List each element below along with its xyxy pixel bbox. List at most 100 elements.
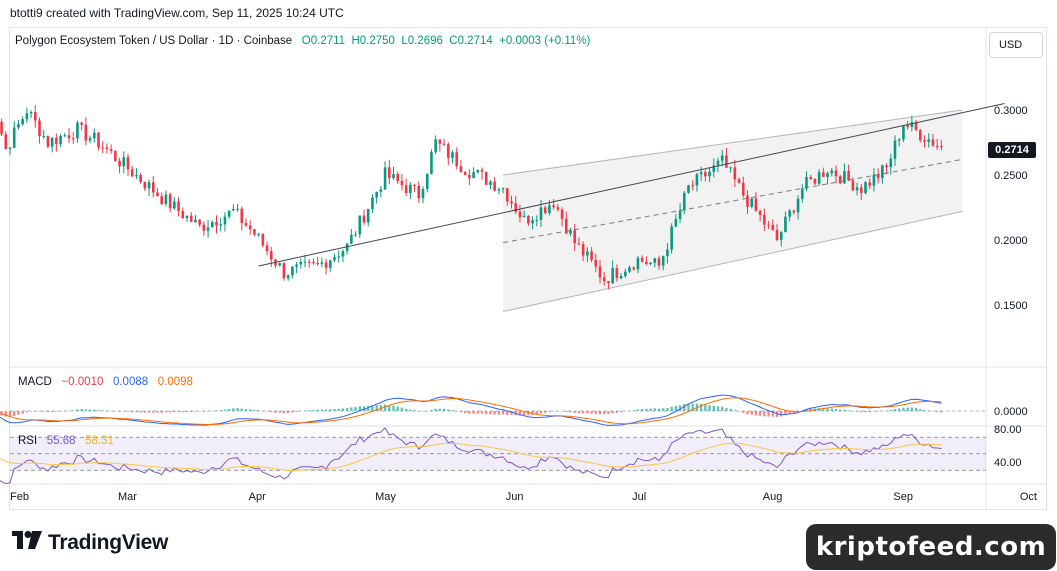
macd-histogram-bar <box>388 404 391 411</box>
macd-histogram-bar <box>931 411 935 412</box>
candle <box>63 132 67 138</box>
change-value: +0.0003 (+0.11%) <box>499 35 591 47</box>
macd-histogram-bar <box>97 410 100 411</box>
candle-body <box>779 232 783 240</box>
candle-body <box>244 222 248 226</box>
candle-body <box>4 134 8 149</box>
currency-button[interactable]: USD <box>989 32 1043 58</box>
candle <box>817 169 821 186</box>
candle <box>455 147 459 170</box>
candle-body <box>25 113 29 120</box>
candle-body <box>151 182 155 193</box>
macd-histogram-bar <box>164 411 168 413</box>
candle-body <box>468 175 471 179</box>
macd-histogram-bar <box>468 411 471 414</box>
macd-histogram-bar <box>716 406 720 411</box>
candle <box>687 184 690 194</box>
macd-histogram-bar <box>889 410 892 411</box>
macd-histogram-bar <box>316 409 319 411</box>
candle-body <box>497 189 501 191</box>
macd-histogram-bar <box>244 409 248 411</box>
candle-body <box>670 226 673 250</box>
candle <box>88 135 92 144</box>
candle <box>666 243 669 264</box>
candle <box>754 192 758 212</box>
candle-body <box>139 174 142 182</box>
candle <box>843 163 846 184</box>
candle-body <box>501 188 505 190</box>
candle-body <box>425 173 429 189</box>
macd-histogram-bar <box>109 410 113 412</box>
macd-histogram-bar <box>236 408 239 411</box>
candle <box>265 241 269 256</box>
candle-body <box>661 256 665 266</box>
time-tick-label: Apr <box>249 491 266 503</box>
macd-histogram-bar <box>34 411 37 412</box>
candle-body <box>320 262 324 264</box>
candle-body <box>194 219 197 223</box>
macd-histogram-bar <box>160 411 163 413</box>
candle <box>826 171 829 185</box>
candle-body <box>514 203 518 212</box>
candle-body <box>387 167 391 179</box>
macd-histogram-bar <box>556 411 560 412</box>
time-tick-label: Oct <box>1020 491 1037 503</box>
tradingview-logo[interactable]: TradingView <box>12 531 168 555</box>
macd-histogram-bar <box>935 411 939 412</box>
rsi-legend: RSI 55.68 58.31 <box>18 435 114 447</box>
candle <box>404 178 408 197</box>
symbol-legend: Polygon Ecosystem Token / US Dollar · 1D… <box>15 35 590 47</box>
candle-body <box>607 281 610 284</box>
macd-histogram-bar <box>754 411 758 416</box>
candle-body <box>906 125 909 127</box>
macd-histogram-bar <box>438 408 442 411</box>
candle <box>164 190 168 207</box>
price-tick-label: 0.3000 <box>994 105 1028 117</box>
candle-body <box>295 264 298 267</box>
candle <box>362 209 366 225</box>
candle-body <box>725 155 728 168</box>
candle <box>649 262 652 266</box>
macd-histogram-bar <box>362 406 366 411</box>
candle-body <box>257 233 260 235</box>
candle <box>581 241 585 262</box>
candle <box>838 174 842 185</box>
candle <box>345 242 349 255</box>
candle-body <box>84 124 88 141</box>
candle <box>527 214 530 226</box>
candle-body <box>358 215 362 235</box>
macd-histogram-bar <box>653 408 656 411</box>
macd-histogram-bar <box>725 407 728 411</box>
candle-body <box>788 210 791 217</box>
candle <box>244 218 248 227</box>
candle <box>708 167 711 183</box>
macd-histogram-bar <box>147 411 151 413</box>
candle <box>923 135 926 148</box>
channel-upper-line <box>503 109 963 176</box>
macd-histogram-bar <box>767 411 770 417</box>
macd-histogram-bar <box>299 411 302 412</box>
candle-body <box>729 167 732 169</box>
candle <box>569 227 572 237</box>
candle <box>935 139 939 150</box>
candle-body <box>291 266 294 276</box>
candle <box>741 176 745 198</box>
candle <box>594 253 598 273</box>
candle <box>328 259 332 272</box>
candle-body <box>556 207 560 210</box>
rising-trendline <box>258 103 1005 267</box>
macd-histogram-bar <box>337 408 340 411</box>
candle <box>223 212 227 232</box>
candle <box>139 173 142 184</box>
candle <box>628 265 631 274</box>
candle-body <box>489 181 492 185</box>
macd-histogram-bar <box>29 411 33 412</box>
macd-histogram-bar <box>177 411 180 413</box>
candle-body <box>371 197 374 209</box>
candle <box>897 137 901 147</box>
candle-body <box>737 179 741 183</box>
candle <box>236 203 239 212</box>
candle-body <box>564 218 568 234</box>
macd-histogram-bar <box>350 407 353 411</box>
